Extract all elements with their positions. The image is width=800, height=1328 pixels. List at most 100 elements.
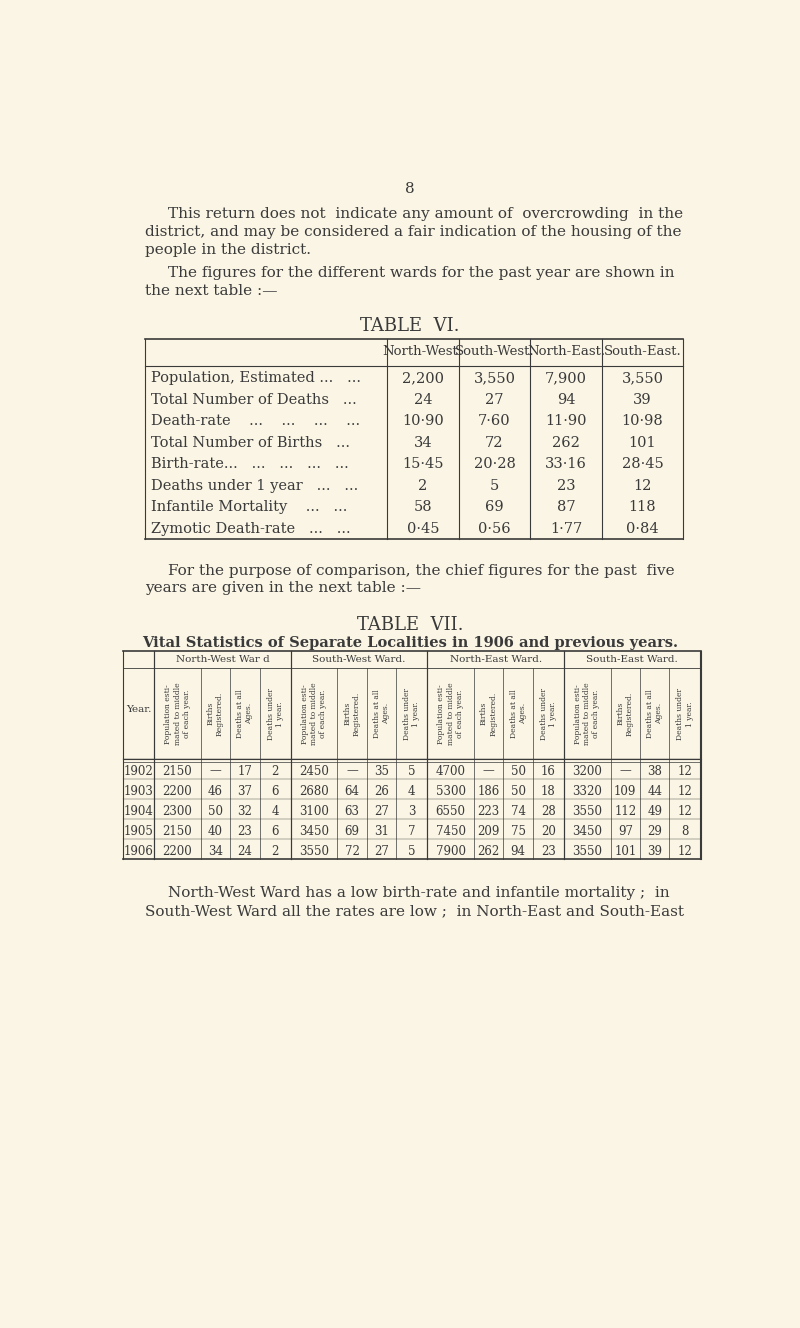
Text: 75: 75 [510,825,526,838]
Text: 63: 63 [345,805,359,818]
Text: 16: 16 [541,765,556,778]
Text: 15·45: 15·45 [402,457,443,471]
Text: 1902: 1902 [124,765,154,778]
Text: Year.: Year. [126,705,151,714]
Text: 39: 39 [647,845,662,858]
Text: 4: 4 [271,805,279,818]
Text: Population esti-
mated to middle
of each year.: Population esti- mated to middle of each… [574,683,601,745]
Text: Population esti-
mated to middle
of each year.: Population esti- mated to middle of each… [164,683,190,745]
Text: 72: 72 [345,845,359,858]
Text: Infantile Mortality    ...   ...: Infantile Mortality ... ... [151,501,347,514]
Text: Total Number of Births   ...: Total Number of Births ... [151,436,350,450]
Text: 18: 18 [541,785,556,798]
Text: 12: 12 [634,479,652,493]
Text: 33·16: 33·16 [546,457,587,471]
Text: 2150: 2150 [162,765,192,778]
Text: —: — [619,765,631,778]
Text: 3,550: 3,550 [474,371,515,385]
Text: North-West War d: North-West War d [175,655,270,664]
Text: For the purpose of comparison, the chief figures for the past  five: For the purpose of comparison, the chief… [168,563,675,578]
Text: 1903: 1903 [124,785,154,798]
Text: 223: 223 [478,805,500,818]
Text: 31: 31 [374,825,389,838]
Text: 209: 209 [478,825,500,838]
Text: South-West.: South-West. [454,345,534,359]
Text: Deaths at all
Ages.: Deaths at all Ages. [373,689,390,738]
Text: Zymotic Death-rate   ...   ...: Zymotic Death-rate ... ... [151,522,350,537]
Text: 94: 94 [510,845,526,858]
Text: 44: 44 [647,785,662,798]
Text: 37: 37 [238,785,253,798]
Text: 10·90: 10·90 [402,414,444,428]
Text: 12: 12 [678,845,692,858]
Text: 118: 118 [629,501,656,514]
Text: 23: 23 [238,825,252,838]
Text: 1905: 1905 [124,825,154,838]
Text: 0·45: 0·45 [406,522,439,537]
Text: 7900: 7900 [436,845,466,858]
Text: North-West.: North-West. [382,345,462,359]
Text: 49: 49 [647,805,662,818]
Text: 1906: 1906 [124,845,154,858]
Text: 7·60: 7·60 [478,414,510,428]
Text: 2: 2 [271,845,279,858]
Text: 2200: 2200 [162,785,192,798]
Text: 50: 50 [208,805,223,818]
Text: 1904: 1904 [124,805,154,818]
Text: 2200: 2200 [162,845,192,858]
Text: 50: 50 [510,785,526,798]
Text: Births
Registered.: Births Registered. [207,692,224,736]
Text: Deaths at all
Ages.: Deaths at all Ages. [646,689,663,738]
Text: 109: 109 [614,785,637,798]
Text: 23: 23 [557,479,575,493]
Text: 12: 12 [678,785,692,798]
Text: 12: 12 [678,765,692,778]
Text: 69: 69 [485,501,504,514]
Text: 6: 6 [271,825,279,838]
Text: South-East Ward.: South-East Ward. [586,655,678,664]
Text: 3200: 3200 [572,765,602,778]
Text: 2300: 2300 [162,805,193,818]
Text: 101: 101 [629,436,656,450]
Text: 3,550: 3,550 [622,371,663,385]
Text: 4: 4 [408,785,415,798]
Text: 17: 17 [238,765,252,778]
Text: TABLE  VI.: TABLE VI. [360,317,460,335]
Text: Births
Registered.: Births Registered. [343,692,361,736]
Text: 3100: 3100 [299,805,329,818]
Text: Deaths at all
Ages.: Deaths at all Ages. [510,689,526,738]
Text: 40: 40 [208,825,223,838]
Text: Population esti-
mated to middle
of each year.: Population esti- mated to middle of each… [301,683,327,745]
Text: 34: 34 [414,436,432,450]
Text: South-East.: South-East. [604,345,682,359]
Text: 186: 186 [478,785,500,798]
Text: Deaths at all
Ages.: Deaths at all Ages. [236,689,254,738]
Text: 72: 72 [486,436,504,450]
Text: 5: 5 [408,845,415,858]
Text: North-East Ward.: North-East Ward. [450,655,542,664]
Text: —: — [482,765,494,778]
Text: South-West Ward.: South-West Ward. [312,655,406,664]
Text: 27: 27 [374,805,389,818]
Text: 58: 58 [414,501,432,514]
Text: North-West Ward has a low birth-rate and infantile mortality ;  in: North-West Ward has a low birth-rate and… [168,886,670,900]
Text: 20: 20 [541,825,556,838]
Text: South-West Ward all the rates are low ;  in North-East and South-East: South-West Ward all the rates are low ; … [145,904,684,918]
Text: 2: 2 [271,765,279,778]
Text: Death-rate    ...    ...    ...    ...: Death-rate ... ... ... ... [151,414,360,428]
Text: 3450: 3450 [299,825,329,838]
Text: 2150: 2150 [162,825,192,838]
Text: Deaths under
1 year.: Deaths under 1 year. [403,688,420,740]
Text: 20·28: 20·28 [474,457,515,471]
Text: 12: 12 [678,805,692,818]
Text: 97: 97 [618,825,633,838]
Text: 262: 262 [552,436,580,450]
Text: 38: 38 [647,765,662,778]
Text: 2,200: 2,200 [402,371,444,385]
Text: 87: 87 [557,501,575,514]
Text: 64: 64 [345,785,359,798]
Text: 1·77: 1·77 [550,522,582,537]
Text: 69: 69 [345,825,359,838]
Text: 6: 6 [271,785,279,798]
Text: 3550: 3550 [572,805,602,818]
